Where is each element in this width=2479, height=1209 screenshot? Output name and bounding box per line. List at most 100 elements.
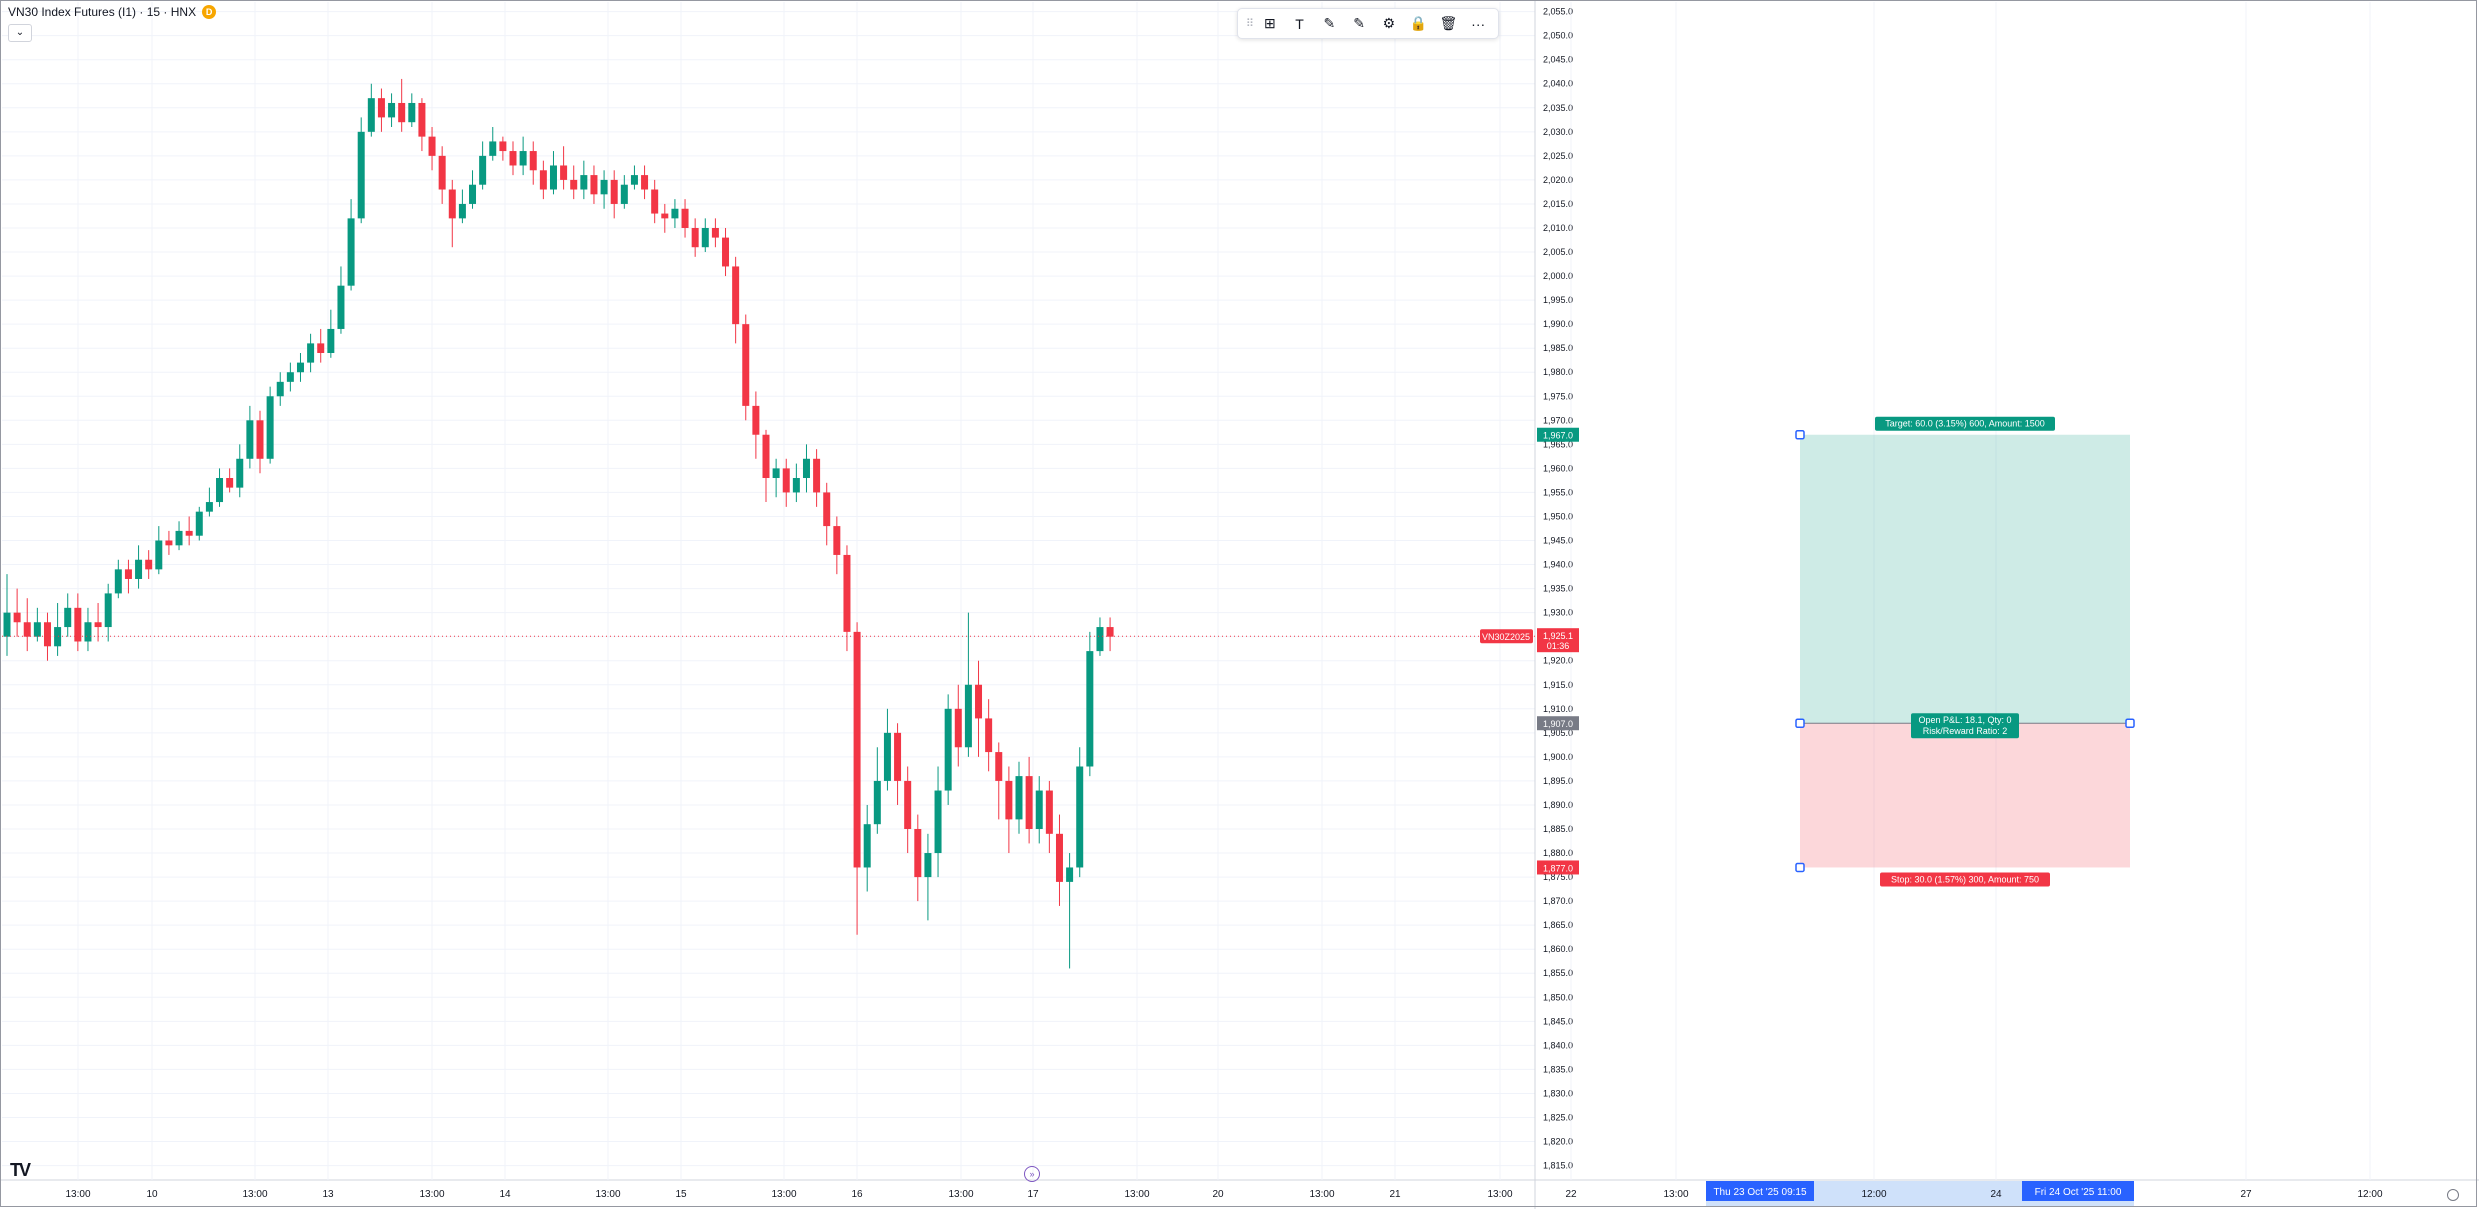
- y-tick-label: 2,035.0: [1543, 103, 1573, 113]
- candle-body: [944, 708, 952, 791]
- text-tool-icon[interactable]: T: [1295, 15, 1304, 32]
- line-color-icon[interactable]: ✎: [1323, 15, 1336, 31]
- candle-body: [964, 684, 972, 748]
- candle-body: [1086, 651, 1094, 767]
- settings-gear-icon[interactable]: ⚙: [1382, 15, 1396, 31]
- candle: [681, 199, 689, 238]
- x-tick-label: 10: [146, 1189, 158, 1200]
- time-badge-label: Thu 23 Oct '25 09:15: [1713, 1187, 1807, 1198]
- candle-body: [985, 718, 993, 753]
- candle-body: [74, 607, 82, 642]
- y-tick-label: 1,885.0: [1543, 824, 1573, 834]
- candle-body: [1015, 776, 1023, 820]
- y-tick-label: 1,930.0: [1543, 608, 1573, 618]
- more-options-icon[interactable]: ···: [1471, 15, 1486, 32]
- candle: [1096, 617, 1104, 656]
- candle: [792, 463, 800, 503]
- candle: [23, 598, 31, 652]
- candle-body: [681, 208, 689, 228]
- drawing-floating-toolbar: ⠿ ⊞ T ✎ ✎ ⚙ 🔒 🗑 ···: [1237, 8, 1499, 39]
- x-tick-label: 20: [1212, 1189, 1224, 1200]
- y-tick-label: 1,945.0: [1543, 536, 1573, 546]
- y-tick-label: 2,055.0: [1543, 7, 1573, 17]
- candle-body: [883, 732, 891, 781]
- entry-price-tag: 1,907.0: [1537, 716, 1579, 731]
- delete-icon[interactable]: 🗑: [1439, 15, 1458, 31]
- candle: [388, 93, 396, 128]
- candle: [661, 203, 669, 233]
- symbol-legend[interactable]: VN30 Index Futures (I1) · 15 · HNX D: [8, 5, 217, 19]
- y-tick-label: 1,935.0: [1543, 584, 1573, 594]
- fill-color-icon[interactable]: ✎: [1353, 15, 1365, 31]
- scroll-to-realtime-button[interactable]: »: [1024, 1166, 1040, 1182]
- candle-body: [337, 285, 345, 329]
- candle-body: [377, 98, 385, 118]
- template-icon[interactable]: ⊞: [1263, 15, 1276, 31]
- candle: [782, 458, 790, 507]
- candle: [256, 410, 264, 474]
- candle-body: [610, 179, 618, 204]
- candle-body: [833, 526, 841, 555]
- y-tick-label: 2,015.0: [1543, 199, 1573, 209]
- candle: [266, 386, 274, 464]
- candle-body: [205, 502, 213, 512]
- resize-handle[interactable]: [1795, 718, 1805, 728]
- data-delayed-badge[interactable]: D: [202, 5, 217, 19]
- candle: [600, 170, 608, 209]
- candle-body: [975, 684, 983, 719]
- y-tick-label: 1,955.0: [1543, 487, 1573, 497]
- candle: [469, 170, 477, 209]
- y-tick-label: 1,830.0: [1543, 1088, 1573, 1098]
- y-tick-label: 1,855.0: [1543, 968, 1573, 978]
- x-tick-label: 13:00: [1124, 1189, 1149, 1200]
- candle: [3, 574, 11, 656]
- axis-settings-icon[interactable]: [2447, 1189, 2459, 1201]
- candle: [124, 559, 132, 594]
- candle: [286, 362, 294, 392]
- candle: [13, 588, 21, 637]
- candle: [43, 612, 51, 661]
- target-label-text: Target: 60.0 (3.15%) 600, Amount: 1500: [1885, 419, 2045, 429]
- resize-handle[interactable]: [1795, 862, 1805, 873]
- x-tick-label: 13: [322, 1189, 334, 1200]
- candle-body: [104, 593, 112, 628]
- candle: [630, 165, 638, 190]
- candle-body: [114, 569, 122, 594]
- lock-icon[interactable]: 🔒: [1409, 15, 1428, 31]
- y-tick-label: 1,870.0: [1543, 896, 1573, 906]
- candle: [924, 833, 932, 921]
- candle: [357, 117, 365, 224]
- x-tick-label: 13:00: [595, 1189, 620, 1200]
- x-tick-label: 12:00: [2357, 1189, 2382, 1200]
- long-position-tool[interactable]: Target: 60.0 (3.15%) 600, Amount: 1500 Op…: [1795, 416, 2135, 887]
- candle-body: [94, 622, 102, 628]
- candle-body: [732, 266, 740, 325]
- entry-label-text: Open P&L: 18.1, Qty: 0: [1918, 715, 2011, 725]
- y-tick-label: 1,860.0: [1543, 944, 1573, 954]
- candle-body: [438, 155, 446, 190]
- candle: [560, 146, 568, 190]
- resize-handle[interactable]: [1795, 429, 1805, 440]
- bar-countdown: 01:36: [1547, 641, 1570, 651]
- stop-label-text: Stop: 30.0 (1.57%) 300, Amount: 750: [1891, 874, 2039, 884]
- x-tick-label: 27: [2240, 1189, 2252, 1200]
- candle: [641, 165, 649, 200]
- symbol-title: VN30 Index Futures (I1) · 15 · HNX: [8, 5, 197, 19]
- candle-body: [823, 492, 831, 527]
- y-tick-label: 1,950.0: [1543, 511, 1573, 521]
- tradingview-logo-icon[interactable]: TV: [10, 1160, 31, 1180]
- candle-body: [479, 155, 487, 185]
- candle: [195, 506, 203, 541]
- y-tick-label: 2,050.0: [1543, 31, 1573, 41]
- candle: [1055, 814, 1063, 906]
- x-tick-label: 16: [851, 1189, 863, 1200]
- candle-body: [904, 780, 912, 830]
- legend-collapse-button[interactable]: ⌄: [8, 24, 32, 42]
- y-tick-label: 1,975.0: [1543, 391, 1573, 401]
- candle: [114, 559, 122, 599]
- resize-handle[interactable]: [2125, 718, 2135, 728]
- candle-body: [873, 780, 881, 825]
- y-tick-label: 1,940.0: [1543, 560, 1573, 570]
